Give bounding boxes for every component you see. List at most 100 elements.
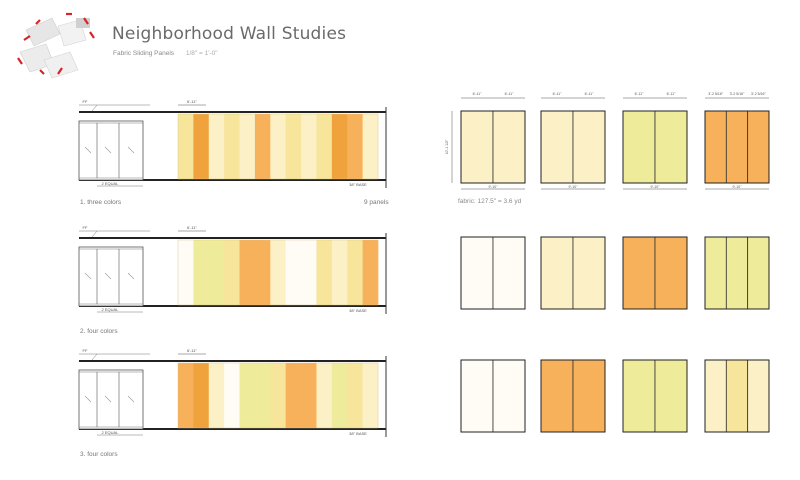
swatch-bay: 3'-2 5/16" 3'-2 5/16" 3'-2 5/16" 9'-10" [704, 92, 770, 190]
door-handle [104, 272, 112, 280]
swatch-panel [725, 359, 749, 433]
fabric-panel [362, 240, 379, 305]
swatch-outline [622, 110, 688, 184]
level-leader [91, 353, 98, 361]
equal-dim-label: 2 EQUAL [102, 307, 120, 312]
base-dim-label: 38" BASE [349, 431, 367, 436]
swatch-bay [704, 359, 770, 433]
fabric-panel [208, 114, 225, 179]
swatch-bay [540, 359, 606, 433]
scale-note: 1/8" = 1'-0" [185, 50, 218, 57]
fabric-panel [301, 114, 317, 179]
fabric-panel [301, 240, 317, 305]
fabric-strip-outline [177, 113, 379, 180]
fabric-panel [331, 240, 348, 305]
swatch-width-dim-label: 6'-11" [553, 92, 562, 96]
door-leaf [118, 122, 144, 179]
subtitle-text: Fabric Sliding Panels [113, 50, 175, 57]
swatch-panel [622, 236, 656, 310]
swatch-bay [622, 236, 688, 310]
swatch-bay: 6'-11" 6'-11" 9'-10" [622, 92, 688, 190]
ff-level-mark: FF [83, 225, 88, 230]
swatch-outline [540, 359, 606, 433]
fabric-panel [362, 114, 379, 179]
base-dim-label: 38" BASE [349, 308, 367, 313]
swatch-bay [704, 236, 770, 310]
door-leaf [118, 248, 144, 305]
door-handle [127, 272, 135, 280]
panel-width-dim-label: 6'-11" [187, 99, 197, 104]
study-label-3: 3. four colors [80, 451, 118, 458]
swatch-width-dim-label: 6'-11" [667, 92, 676, 96]
swatch-panel [704, 236, 727, 310]
fabric-panel [193, 363, 210, 428]
swatch-panel [725, 110, 749, 184]
swatch-outline [460, 110, 526, 184]
fabric-panel [239, 114, 256, 179]
bay-height-dim-label: 10'-1 1/2" [445, 139, 449, 155]
key-plan-wall-marker [57, 67, 63, 75]
key-plan-wall-marker [23, 35, 31, 41]
swatch-panel [654, 110, 688, 184]
study-row-2: FF 2 EQUAL 6'-11" 38" BASE [78, 225, 770, 314]
key-plan-wall-marker [89, 31, 95, 39]
swatch-panel [622, 110, 656, 184]
swatch-panel [654, 359, 688, 433]
fabric-panel [316, 240, 333, 305]
swatch-bay [540, 236, 606, 310]
swatch-panel [540, 359, 574, 433]
fabric-panel [193, 240, 210, 305]
fabric-panel [208, 363, 225, 428]
fabric-panel [270, 240, 286, 305]
door-handle [104, 146, 112, 154]
swatch-outline [704, 110, 770, 184]
swatch-width-dim-label: 6'-11" [585, 92, 594, 96]
fabric-panel [347, 240, 363, 305]
swatch-panel [747, 110, 770, 184]
study-label-2: 2. four colors [80, 328, 118, 335]
study-row-1: FF 2 EQUAL 6'-11" 38" BASE 6'-11" 6'-11" 9'-10… [78, 92, 770, 190]
glass-door-frame [78, 369, 144, 430]
swatch-width-dim-label: 6'-11" [505, 92, 514, 96]
swatch-panel [492, 236, 526, 310]
page-title: Neighborhood Wall Studies [112, 24, 347, 44]
key-plan-wall-marker [35, 19, 41, 25]
fabric-panel [362, 363, 379, 428]
door-handle [127, 395, 135, 403]
swatch-bay [460, 359, 526, 433]
bay-width-dim-label: 9'-10" [489, 185, 499, 189]
swatch-width-dim-label: 3'-2 5/16" [751, 92, 767, 96]
key-plan-block [43, 51, 79, 79]
ff-level-mark: FF [83, 348, 88, 353]
fabric-panel [254, 240, 271, 305]
bay-width-dim-label: 9'-10" [733, 185, 743, 189]
swatch-panel [572, 110, 606, 184]
key-plan-block [25, 17, 61, 47]
swatch-outline [704, 236, 770, 310]
door-handle [104, 395, 112, 403]
swatch-outline [704, 359, 770, 433]
swatch-panel [572, 236, 606, 310]
swatch-outline [622, 359, 688, 433]
key-plan-diagram [17, 12, 95, 79]
fabric-panel [347, 363, 363, 428]
swatch-width-dim-label: 3'-2 5/16" [708, 92, 724, 96]
fabric-panel [224, 114, 240, 179]
door-leaf [118, 371, 144, 428]
swatch-panel [492, 359, 526, 433]
fabric-panel [178, 363, 194, 428]
fabric-panel [331, 114, 348, 179]
swatch-panel [622, 359, 656, 433]
study-row-3: FF 2 EQUAL 6'-11" 38" BASE [78, 348, 770, 437]
swatch-outline [622, 236, 688, 310]
fabric-panel [193, 114, 210, 179]
fabric-panel [239, 240, 256, 305]
door-handle [127, 146, 135, 154]
fabric-panel [285, 114, 302, 179]
swatch-panel [492, 110, 526, 184]
swatch-panel [460, 110, 494, 184]
study-label-1: 1. three colors [80, 199, 122, 206]
swatch-panel [747, 359, 770, 433]
